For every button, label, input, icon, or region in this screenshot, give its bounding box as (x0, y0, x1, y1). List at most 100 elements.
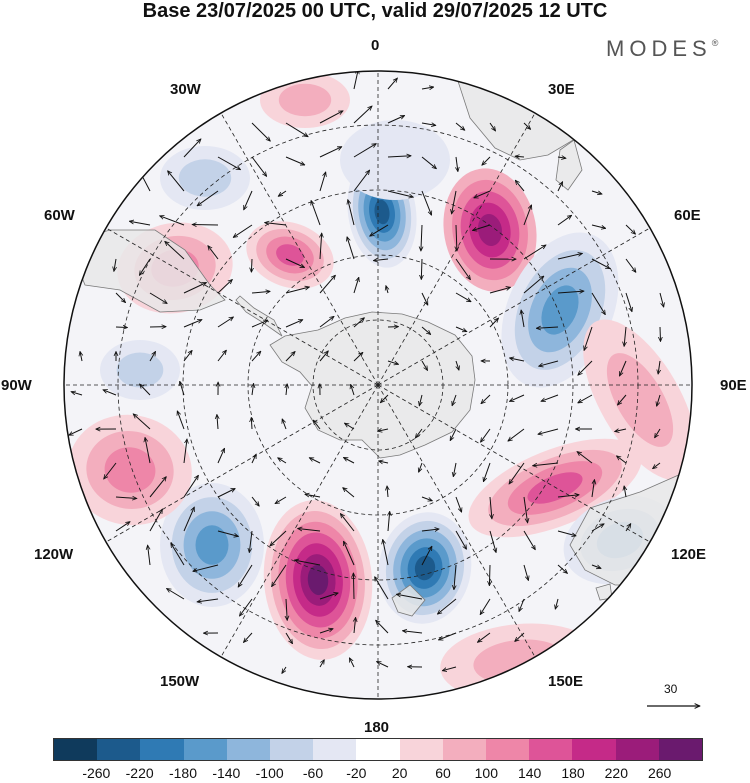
wind-vector (523, 496, 528, 523)
wind-vector (510, 358, 525, 362)
wind-vector (285, 352, 295, 362)
colorbar-tick-label: 220 (604, 765, 629, 781)
wind-vector (421, 496, 432, 501)
wind-vector (217, 280, 232, 294)
wind-vector (584, 326, 593, 350)
wind-vector (165, 241, 185, 260)
wind-vector (133, 414, 151, 430)
wind-vector (171, 543, 185, 566)
wind-vector (454, 564, 456, 590)
wind-vector (480, 598, 491, 615)
wind-vector (217, 530, 238, 536)
wind-vector (217, 448, 225, 464)
wind-vector (353, 277, 359, 294)
wind-vector (311, 201, 321, 226)
wind-vector (578, 394, 593, 403)
colorbar-tick-label: -100 (255, 765, 284, 781)
wind-vector (285, 632, 293, 644)
wind-vector (624, 326, 626, 346)
wind-vector (591, 224, 606, 228)
wind-vector (541, 394, 559, 401)
meridian-line (220, 112, 379, 386)
wind-vector (618, 394, 627, 405)
wind-vector (533, 462, 559, 466)
wind-vector (192, 225, 219, 226)
lon-label-120e: 120E (671, 546, 707, 563)
wind-vector (348, 658, 355, 668)
wind-vector (197, 598, 219, 602)
wind-vector (490, 496, 492, 519)
wind-vector (251, 496, 259, 506)
colorbar-segment (226, 739, 271, 760)
wind-vector (319, 351, 328, 362)
anomaly-contour (414, 555, 436, 581)
colorbar-segment (313, 739, 357, 760)
wind-vector (282, 666, 287, 673)
wind-vector (456, 224, 457, 251)
wind-vector (557, 495, 579, 497)
wind-vector (578, 360, 593, 375)
wind-vector (353, 144, 376, 158)
wind-vector (421, 190, 432, 215)
wind-vector (489, 564, 490, 586)
wind-vector (387, 190, 413, 197)
anomaly-contour (374, 199, 390, 225)
antarctic-peninsula-landmass (235, 295, 283, 337)
wind-vector (437, 598, 457, 614)
wind-vector (217, 156, 241, 170)
wind-vector (69, 428, 83, 436)
wind-vector (320, 233, 322, 260)
wind-vector (319, 660, 324, 668)
wind-vector (615, 429, 627, 432)
lon-label-0: 0 (371, 37, 380, 54)
colorbar-tick-label: -180 (168, 765, 198, 781)
wind-vector (624, 486, 626, 498)
south-america-landmass (67, 229, 226, 313)
wind-vector (591, 480, 595, 498)
wind-vector (508, 428, 525, 441)
wind-vector (473, 224, 491, 231)
wind-vector (474, 190, 491, 198)
anomaly-contour (195, 525, 229, 565)
wind-vector (149, 509, 162, 532)
wind-vector (319, 146, 342, 158)
lon-label-30w: 30W (170, 81, 201, 98)
anomaly-contour (606, 353, 674, 447)
modes-logo: MODES® (606, 36, 719, 61)
wind-vector (515, 156, 525, 157)
wind-vector (183, 439, 187, 464)
wind-vector (354, 617, 356, 634)
wind-vector (515, 180, 525, 192)
lon-label-180: 180 (364, 719, 390, 736)
wind-vector (377, 661, 389, 668)
wind-vector (455, 122, 465, 130)
wind-vector (380, 394, 389, 403)
wind-vector (353, 106, 372, 124)
colorbar-segment (658, 739, 703, 760)
wind-vector (483, 462, 491, 482)
wind-vector (557, 215, 572, 226)
wind-vector (455, 496, 462, 512)
wind-vector (591, 524, 604, 532)
wind-vector (298, 529, 321, 532)
wind-vector (617, 456, 627, 464)
meridian-line (377, 227, 651, 386)
colorbar-tick-label: -60 (302, 765, 324, 781)
meridian-line (377, 384, 651, 543)
colorbar-tick-label: 100 (474, 765, 499, 781)
wind-vector (509, 462, 525, 484)
wind-vector (449, 428, 457, 441)
wind-vector (149, 292, 167, 304)
wind-vector (278, 190, 287, 196)
wind-vector (251, 291, 270, 293)
colorbar-segment (486, 739, 530, 760)
wind-vector (557, 530, 576, 536)
wind-vector (510, 394, 525, 402)
wind-vector (455, 326, 467, 332)
wind-vector (387, 115, 405, 124)
wind-vector (481, 394, 491, 404)
wind-vector (193, 564, 219, 571)
wind-vector (114, 258, 116, 271)
colorbar-segment (572, 739, 616, 760)
